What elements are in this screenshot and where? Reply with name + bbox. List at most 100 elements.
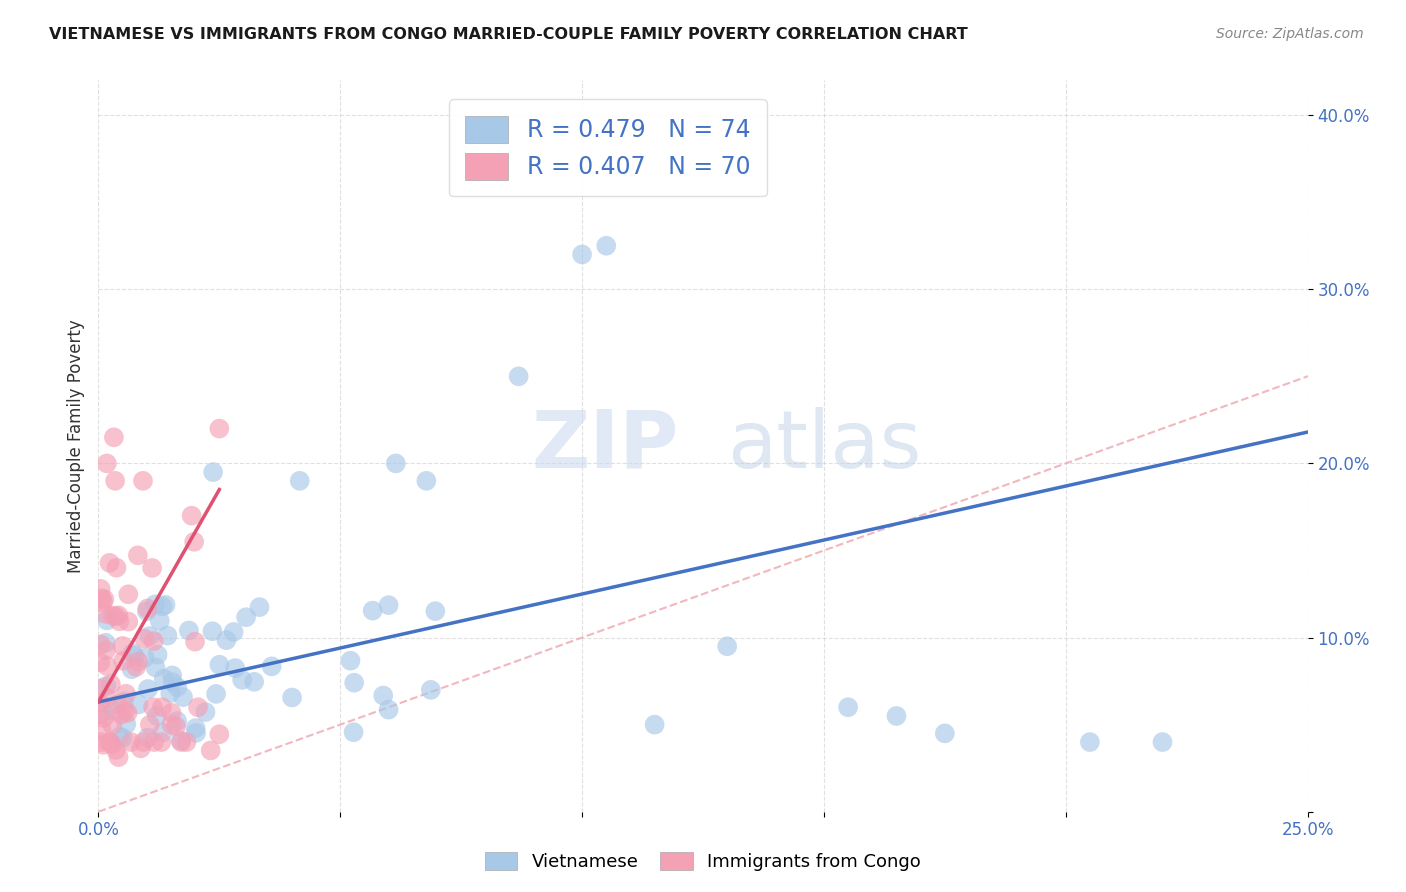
Point: [339, 654, 361, 668]
Point: [115, 687, 138, 701]
Point: [98, 735, 121, 749]
Point: [180, 508, 202, 523]
Point: [170, 735, 193, 749]
Point: [208, 657, 231, 672]
Point: [90, 735, 112, 749]
Point: [142, 700, 165, 714]
Point: [149, 614, 172, 628]
Point: [170, 733, 193, 747]
Point: [837, 700, 859, 714]
Point: [98, 736, 121, 750]
Point: [162, 675, 184, 690]
Point: [166, 680, 188, 694]
Point: [194, 705, 217, 719]
Point: [132, 735, 155, 749]
Point: [134, 651, 156, 665]
Point: [103, 704, 125, 718]
Point: [202, 465, 225, 479]
Point: [419, 682, 441, 697]
Point: [152, 725, 174, 739]
Point: [146, 648, 169, 662]
Point: [93, 592, 115, 607]
Point: [644, 717, 666, 731]
Point: [107, 608, 129, 623]
Legend: R = 0.479   N = 74, R = 0.407   N = 70: R = 0.479 N = 74, R = 0.407 N = 70: [449, 99, 766, 196]
Point: [184, 721, 207, 735]
Text: atlas: atlas: [727, 407, 921, 485]
Point: [716, 640, 738, 654]
Point: [115, 717, 138, 731]
Point: [159, 686, 181, 700]
Point: [117, 615, 139, 629]
Point: [124, 648, 146, 663]
Point: [343, 725, 366, 739]
Point: [100, 677, 122, 691]
Point: [104, 743, 127, 757]
Point: [373, 689, 395, 703]
Point: [143, 597, 166, 611]
Point: [90, 591, 112, 606]
Point: [249, 600, 271, 615]
Point: [90, 582, 112, 596]
Point: [125, 660, 148, 674]
Point: [160, 706, 183, 720]
Point: [135, 604, 157, 618]
Point: [243, 674, 266, 689]
Point: [415, 474, 437, 488]
Point: [89, 681, 111, 696]
Text: Source: ZipAtlas.com: Source: ZipAtlas.com: [1216, 27, 1364, 41]
Point: [136, 601, 159, 615]
Point: [94, 607, 117, 621]
Point: [224, 661, 246, 675]
Point: [288, 474, 311, 488]
Point: [91, 595, 114, 609]
Point: [361, 604, 384, 618]
Point: [127, 549, 149, 563]
Point: [89, 707, 111, 722]
Y-axis label: Married-Couple Family Poverty: Married-Couple Family Poverty: [66, 319, 84, 573]
Point: [152, 599, 174, 614]
Point: [260, 659, 283, 673]
Point: [571, 247, 593, 261]
Point: [172, 690, 194, 705]
Point: [129, 741, 152, 756]
Point: [377, 598, 399, 612]
Point: [153, 672, 176, 686]
Point: [235, 610, 257, 624]
Point: [128, 698, 150, 712]
Point: [103, 430, 125, 444]
Point: [117, 587, 139, 601]
Point: [111, 639, 134, 653]
Point: [425, 604, 447, 618]
Point: [94, 636, 117, 650]
Point: [96, 613, 118, 627]
Point: [166, 714, 188, 728]
Point: [117, 706, 139, 720]
Point: [1078, 735, 1101, 749]
Point: [508, 369, 530, 384]
Point: [145, 660, 167, 674]
Point: [101, 738, 124, 752]
Point: [138, 629, 160, 643]
Point: [183, 534, 205, 549]
Point: [96, 457, 118, 471]
Point: [112, 654, 135, 668]
Point: [89, 696, 111, 710]
Point: [160, 668, 183, 682]
Point: [91, 738, 114, 752]
Point: [156, 629, 179, 643]
Point: [136, 681, 159, 696]
Text: VIETNAMESE VS IMMIGRANTS FROM CONGO MARRIED-COUPLE FAMILY POVERTY CORRELATION CH: VIETNAMESE VS IMMIGRANTS FROM CONGO MARR…: [49, 27, 967, 42]
Text: ZIP: ZIP: [531, 407, 679, 485]
Point: [377, 703, 399, 717]
Point: [142, 634, 165, 648]
Point: [136, 731, 159, 745]
Point: [281, 690, 304, 705]
Point: [177, 624, 200, 638]
Point: [134, 632, 156, 646]
Point: [208, 421, 231, 435]
Point: [101, 718, 124, 732]
Point: [184, 634, 207, 648]
Point: [132, 474, 155, 488]
Point: [114, 704, 136, 718]
